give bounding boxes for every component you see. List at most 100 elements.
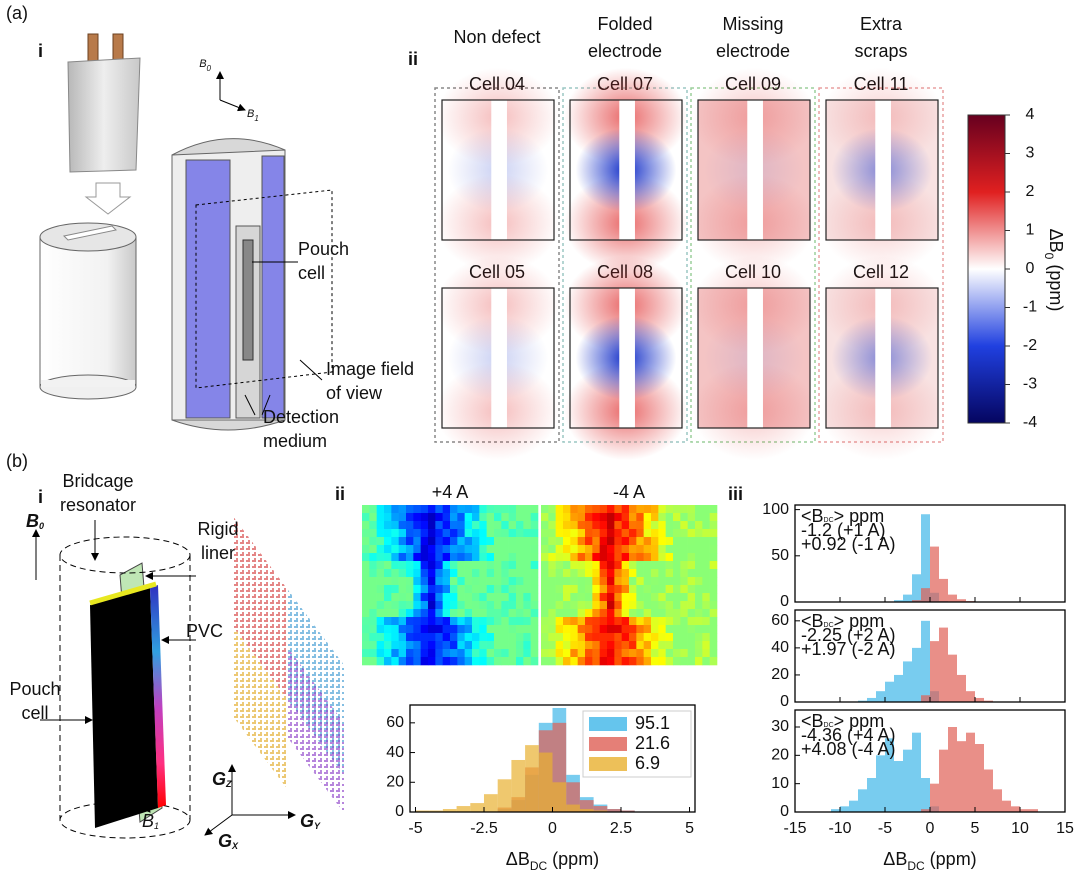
heatmap-cell [494,585,502,594]
heatmap-cell [643,529,652,538]
y-tick-label: 60 [386,714,404,731]
heatmap-cell [651,649,659,658]
heatmap-cell [643,577,652,586]
heatmap-cell [398,553,407,562]
x-tick-label: 0 [548,820,557,837]
heatmap-cell [516,577,524,586]
heatmap-cell [665,577,674,586]
tab [87,33,99,65]
heatmap-cell [541,561,549,570]
heatmap-cell [555,601,564,610]
heatmap-cell [420,601,429,610]
heatmap-cell [369,569,377,578]
heatmap-cell [695,625,703,634]
heatmap-cell [413,633,421,642]
heatmap-cell [570,577,578,586]
heatmap-cell [464,633,473,642]
heatmap-cell [362,529,370,538]
heatmap-cell [599,617,608,626]
heatmap-cell [548,649,556,658]
heatmap-cell [501,529,509,538]
y-tick-label: 30 [771,718,789,735]
heatmap-cell [479,649,487,658]
heatmap-cell [479,585,487,594]
hist-bar [840,806,849,812]
y-tick-label: 40 [386,744,404,761]
hist-bar [566,804,580,812]
heatmap-cell [530,649,539,658]
hist-bar [966,691,975,702]
heatmap-cell [709,577,718,586]
heatmap-cell [643,625,652,634]
heatmap-cell [585,513,593,522]
heatmap-cell [577,633,586,642]
heatmap-cell [570,633,578,642]
legend-title: <BDC> ppm [801,611,884,631]
heatmap-cell [570,529,578,538]
colorbar-label-part: ΔB [1046,229,1066,253]
heatmap-cell [651,625,659,634]
field-of-view [195,189,333,389]
heatmap-cell [428,585,436,594]
heatmap-cell [555,513,564,522]
y-tick-label: 100 [762,501,789,518]
heatmap-cell [680,609,688,618]
heatmap-cell [629,601,637,610]
heatmap-cell [577,561,586,570]
heatmap-cell [464,569,473,578]
heatmap-cell [523,609,531,618]
b1-arrow [111,771,151,813]
hist-bar [948,727,957,812]
heatmap-cell [658,553,666,562]
legend-title-part: <B [801,711,824,731]
heatmap-cell [369,561,377,570]
heatmap-cell [621,657,630,666]
heatmap-cell [548,529,556,538]
heatmap-cell [607,585,615,594]
heatmap-cell [508,601,517,610]
heatmap-cell [673,561,681,570]
heatmap-cell [464,601,473,610]
heatmap-cell [585,617,593,626]
y-tick-label: 0 [780,803,789,820]
heatmap-cell [577,657,586,666]
heatmap-cell [442,657,451,666]
heatmap-cell [548,641,556,650]
axis-label-part: B [142,811,154,831]
heatmap-cell [457,585,465,594]
annotation: of view [326,383,383,403]
heatmap-cell [391,609,399,618]
heatmap-cell [420,545,429,554]
heatmap-cell [548,617,556,626]
medium [185,159,231,419]
heatmap-cell [413,529,421,538]
heatmap-cell [398,569,407,578]
heatmap-cell [599,609,608,618]
heatmap-cell [680,657,688,666]
heatmap-cell [428,505,436,514]
heatmap-cell [541,513,549,522]
heatmap-cell [702,569,710,578]
heatmap-cell [530,633,539,642]
heatmap-cell [577,521,586,530]
heatmap-cell [695,609,703,618]
part-label: i [38,41,43,61]
heatmap-cell [464,513,473,522]
heatmap-cell [555,521,564,530]
heatmap-cell [428,641,436,650]
heatmap-cell [486,513,495,522]
heatmap-cell [442,577,451,586]
heatmap-cell [709,657,718,666]
heatmap-cell [523,593,531,602]
heatmap-cell [464,609,473,618]
axis-label: B0 [26,511,44,532]
axis-label-part: G [300,811,314,831]
heatmap-cell [486,649,495,658]
heatmap-cell [643,537,652,546]
heatmap-cell [450,521,458,530]
heatmap-cell [523,553,531,562]
heatmap-cell [636,633,644,642]
heatmap-cell [501,553,509,562]
heatmap-cell [494,545,502,554]
heatmap-cell [687,585,696,594]
